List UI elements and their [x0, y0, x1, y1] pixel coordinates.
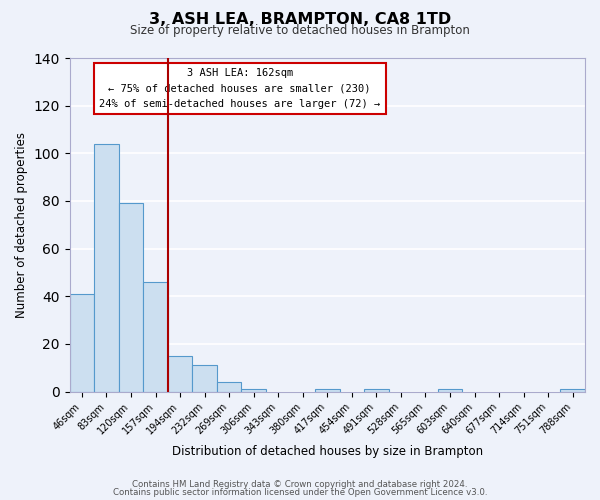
- Bar: [241, 389, 266, 392]
- Y-axis label: Number of detached properties: Number of detached properties: [15, 132, 28, 318]
- X-axis label: Distribution of detached houses by size in Brampton: Distribution of detached houses by size …: [172, 444, 483, 458]
- Bar: [438, 389, 462, 392]
- Bar: [217, 382, 241, 392]
- Bar: [94, 144, 119, 392]
- Bar: [168, 356, 193, 392]
- Bar: [193, 366, 217, 392]
- Text: 3 ASH LEA: 162sqm
← 75% of detached houses are smaller (230)
24% of semi-detache: 3 ASH LEA: 162sqm ← 75% of detached hous…: [99, 68, 380, 109]
- Text: Contains HM Land Registry data © Crown copyright and database right 2024.: Contains HM Land Registry data © Crown c…: [132, 480, 468, 489]
- Bar: [143, 282, 168, 392]
- Bar: [560, 389, 585, 392]
- Text: 3, ASH LEA, BRAMPTON, CA8 1TD: 3, ASH LEA, BRAMPTON, CA8 1TD: [149, 12, 451, 28]
- Bar: [364, 389, 389, 392]
- Bar: [119, 204, 143, 392]
- Bar: [315, 389, 340, 392]
- Text: Contains public sector information licensed under the Open Government Licence v3: Contains public sector information licen…: [113, 488, 487, 497]
- Bar: [70, 294, 94, 392]
- Text: Size of property relative to detached houses in Brampton: Size of property relative to detached ho…: [130, 24, 470, 37]
